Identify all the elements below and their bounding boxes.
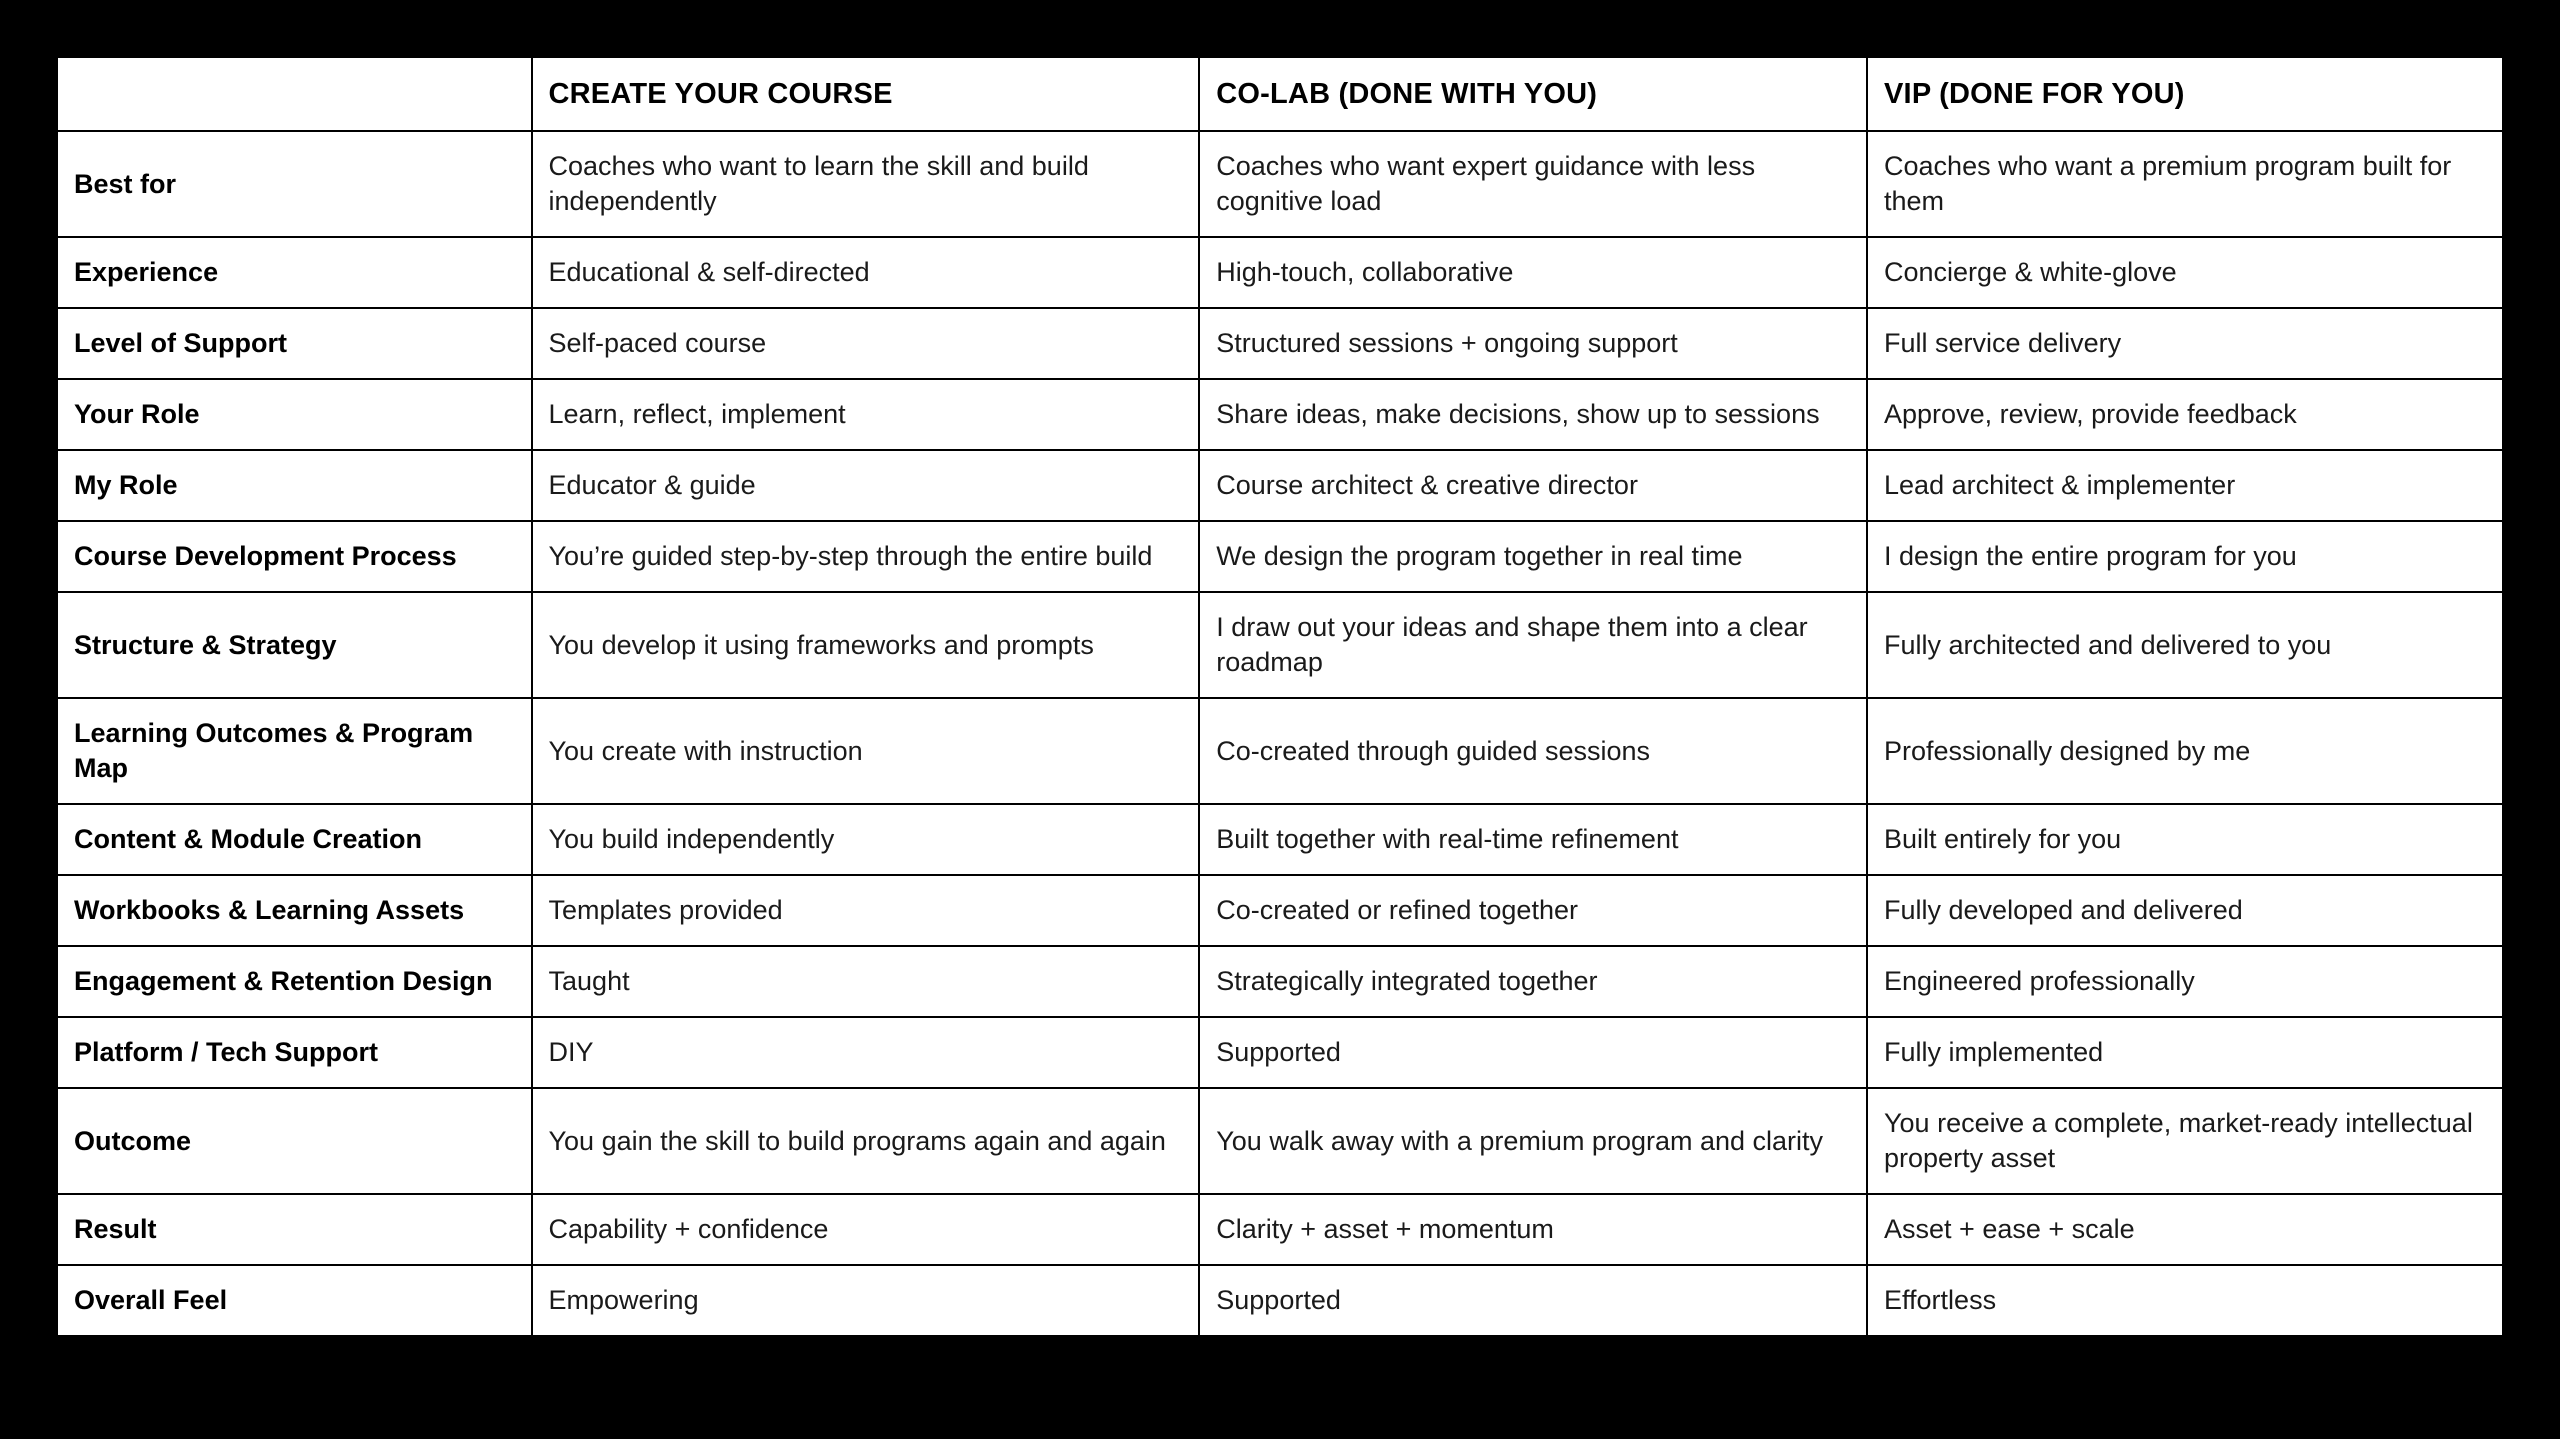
table-cell: Supported: [1198, 1016, 1869, 1089]
table-cell: Professionally designed by me: [1866, 697, 2504, 805]
row-label: Your Role: [56, 378, 533, 451]
table-cell: Effortless: [1866, 1264, 2504, 1337]
table-row: Platform / Tech Support DIY Supported Fu…: [56, 1016, 2504, 1089]
row-label: Structure & Strategy: [56, 591, 533, 699]
table-cell: Fully developed and delivered: [1866, 874, 2504, 947]
row-label: Level of Support: [56, 307, 533, 380]
table-cell: Templates provided: [530, 874, 1201, 947]
table-cell: Concierge & white-glove: [1866, 236, 2504, 309]
table-cell: Supported: [1198, 1264, 1869, 1337]
table-cell: Coaches who want expert guidance with le…: [1198, 130, 1869, 238]
header-cell-vip: VIP (DONE FOR YOU): [1866, 56, 2504, 132]
table-cell: Built together with real-time refinement: [1198, 803, 1869, 876]
row-label: Course Development Process: [56, 520, 533, 593]
row-label: Result: [56, 1193, 533, 1266]
table-row: Experience Educational & self-directed H…: [56, 236, 2504, 309]
table-cell: Strategically integrated together: [1198, 945, 1869, 1018]
table-row: Content & Module Creation You build inde…: [56, 803, 2504, 876]
table-cell: Share ideas, make decisions, show up to …: [1198, 378, 1869, 451]
table-cell: You receive a complete, market-ready int…: [1866, 1087, 2504, 1195]
table-cell: I design the entire program for you: [1866, 520, 2504, 593]
header-row: CREATE YOUR COURSE CO-LAB (DONE WITH YOU…: [56, 56, 2504, 132]
table-cell: Self-paced course: [530, 307, 1201, 380]
table-cell: We design the program together in real t…: [1198, 520, 1869, 593]
table-cell: Lead architect & implementer: [1866, 449, 2504, 522]
table-row: Best for Coaches who want to learn the s…: [56, 130, 2504, 238]
table-cell: Taught: [530, 945, 1201, 1018]
table-cell: Educator & guide: [530, 449, 1201, 522]
row-label: Learning Outcomes & Program Map: [56, 697, 533, 805]
table-cell: You’re guided step-by-step through the e…: [530, 520, 1201, 593]
table-cell: Coaches who want a premium program built…: [1866, 130, 2504, 238]
row-label: Outcome: [56, 1087, 533, 1195]
table-cell: You gain the skill to build programs aga…: [530, 1087, 1201, 1195]
table-cell: You develop it using frameworks and prom…: [530, 591, 1201, 699]
table-cell: You build independently: [530, 803, 1201, 876]
table-cell: I draw out your ideas and shape them int…: [1198, 591, 1869, 699]
table-row: Structure & Strategy You develop it usin…: [56, 591, 2504, 699]
table-cell: Clarity + asset + momentum: [1198, 1193, 1869, 1266]
table-row: Outcome You gain the skill to build prog…: [56, 1087, 2504, 1195]
row-label: Best for: [56, 130, 533, 238]
row-label: Overall Feel: [56, 1264, 533, 1337]
table-cell: High-touch, collaborative: [1198, 236, 1869, 309]
table-cell: Course architect & creative director: [1198, 449, 1869, 522]
table-row: Overall Feel Empowering Supported Effort…: [56, 1264, 2504, 1337]
row-label: Engagement & Retention Design: [56, 945, 533, 1018]
table-cell: Engineered professionally: [1866, 945, 2504, 1018]
row-label: Platform / Tech Support: [56, 1016, 533, 1089]
table-row: Workbooks & Learning Assets Templates pr…: [56, 874, 2504, 947]
table-row: Result Capability + confidence Clarity +…: [56, 1193, 2504, 1266]
table-cell: Capability + confidence: [530, 1193, 1201, 1266]
table-cell: Fully architected and delivered to you: [1866, 591, 2504, 699]
table-cell: Structured sessions + ongoing support: [1198, 307, 1869, 380]
table-cell: DIY: [530, 1016, 1201, 1089]
header-cell-create-your-course: CREATE YOUR COURSE: [530, 56, 1201, 132]
table-row: Learning Outcomes & Program Map You crea…: [56, 697, 2504, 805]
header-cell-co-lab: CO-LAB (DONE WITH YOU): [1198, 56, 1869, 132]
table-cell: You create with instruction: [530, 697, 1201, 805]
table-row: Your Role Learn, reflect, implement Shar…: [56, 378, 2504, 451]
row-label: My Role: [56, 449, 533, 522]
table-cell: Approve, review, provide feedback: [1866, 378, 2504, 451]
table-cell: Full service delivery: [1866, 307, 2504, 380]
table-cell: You walk away with a premium program and…: [1198, 1087, 1869, 1195]
comparison-table-frame: CREATE YOUR COURSE CO-LAB (DONE WITH YOU…: [56, 56, 2504, 1337]
row-label: Workbooks & Learning Assets: [56, 874, 533, 947]
table-cell: Built entirely for you: [1866, 803, 2504, 876]
table-cell: Educational & self-directed: [530, 236, 1201, 309]
table-cell: Fully implemented: [1866, 1016, 2504, 1089]
row-label: Content & Module Creation: [56, 803, 533, 876]
header-cell-blank: [56, 56, 533, 132]
row-label: Experience: [56, 236, 533, 309]
table-row: Level of Support Self-paced course Struc…: [56, 307, 2504, 380]
table-cell: Asset + ease + scale: [1866, 1193, 2504, 1266]
table-row: My Role Educator & guide Course architec…: [56, 449, 2504, 522]
table-cell: Learn, reflect, implement: [530, 378, 1201, 451]
table-cell: Co-created or refined together: [1198, 874, 1869, 947]
table-row: Course Development Process You’re guided…: [56, 520, 2504, 593]
table-cell: Co-created through guided sessions: [1198, 697, 1869, 805]
table-cell: Coaches who want to learn the skill and …: [530, 130, 1201, 238]
table-row: Engagement & Retention Design Taught Str…: [56, 945, 2504, 1018]
comparison-table: CREATE YOUR COURSE CO-LAB (DONE WITH YOU…: [56, 56, 2504, 1337]
table-cell: Empowering: [530, 1264, 1201, 1337]
